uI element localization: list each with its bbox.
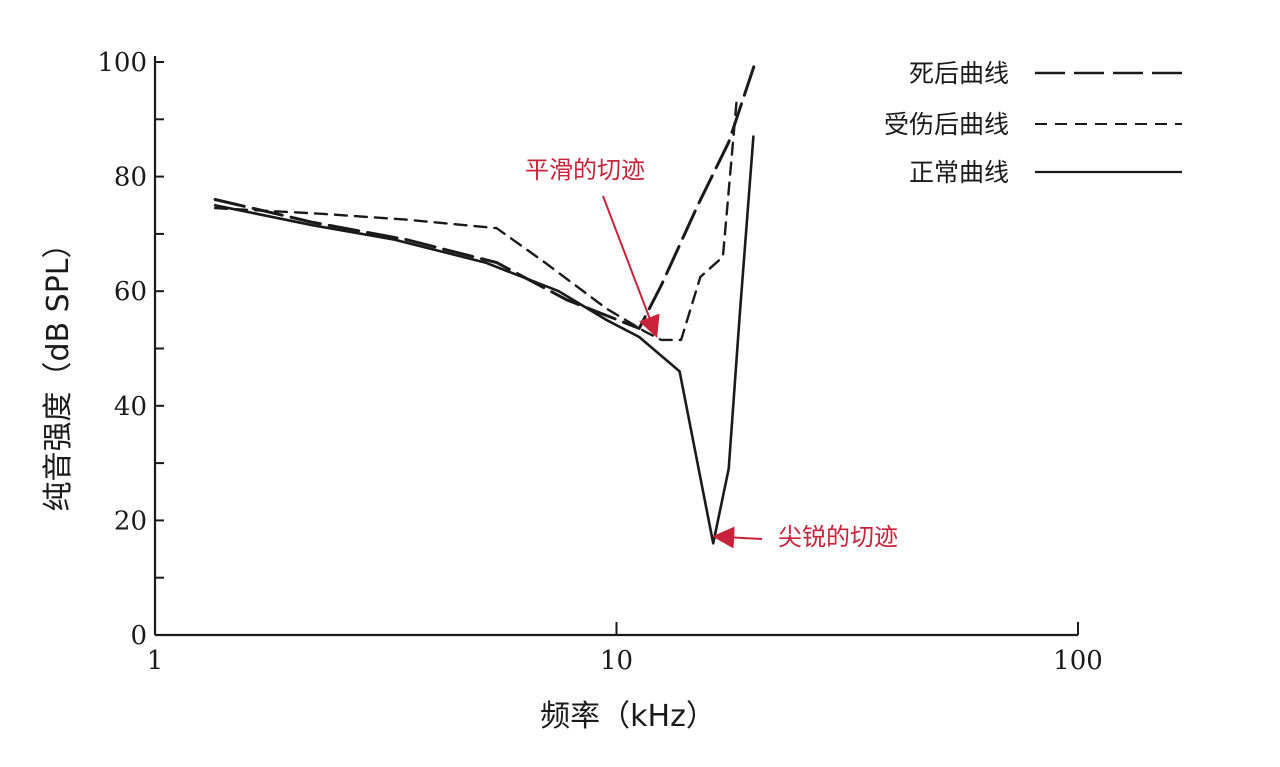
x-tick-label: 10 bbox=[600, 646, 633, 676]
y-tick-label: 40 bbox=[114, 392, 147, 422]
y-axis-title: 纯音强度（dB SPL） bbox=[41, 228, 76, 511]
series-line-1 bbox=[213, 60, 757, 330]
series-line-2 bbox=[213, 100, 738, 342]
annotation-arrow bbox=[712, 526, 763, 549]
y-tick-label: 0 bbox=[130, 621, 147, 651]
legend-label: 死后曲线 bbox=[909, 59, 1009, 88]
annotation-arrow bbox=[602, 195, 660, 338]
series-layer bbox=[213, 60, 757, 545]
y-tick-label: 80 bbox=[114, 163, 147, 193]
annotation-label: 平滑的切迹 bbox=[525, 156, 645, 184]
y-tick-label: 20 bbox=[114, 506, 147, 536]
legend-label: 正常曲线 bbox=[909, 158, 1009, 187]
y-tick-label: 60 bbox=[114, 277, 147, 307]
axes bbox=[153, 56, 1078, 637]
series-line-3 bbox=[213, 135, 755, 545]
x-tick-label: 1 bbox=[147, 646, 164, 676]
annotation-label: 尖锐的切迹 bbox=[778, 523, 898, 551]
x-axis-title: 频率（kHz） bbox=[540, 699, 716, 734]
legend-label: 受伤后曲线 bbox=[884, 110, 1009, 139]
x-tick-label: 100 bbox=[1053, 646, 1103, 676]
y-tick-label: 100 bbox=[97, 48, 147, 78]
y-axis-ticks: 0 20 40 60 80 100 bbox=[97, 48, 164, 651]
x-axis-ticks: 1 10 100 bbox=[147, 622, 1103, 676]
